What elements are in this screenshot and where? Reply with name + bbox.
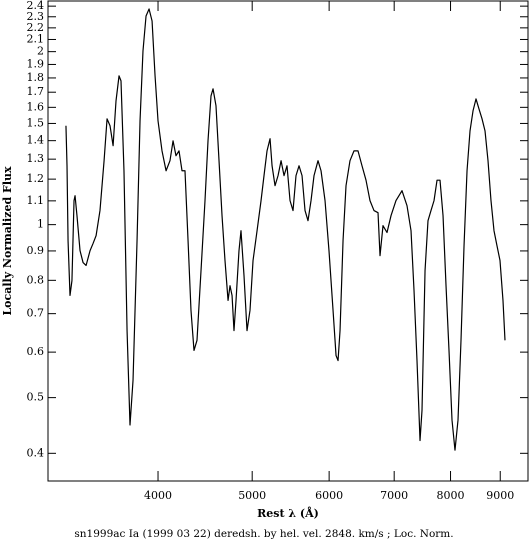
y-tick-label: 1.8: [27, 71, 45, 84]
plot-frame: [47, 0, 529, 482]
y-tick-label: 1.1: [27, 194, 45, 207]
y-tick-label: 0.7: [27, 307, 45, 320]
x-tick-label: 9000: [486, 489, 514, 502]
x-tick-label: 4000: [144, 489, 172, 502]
y-tick-label: 1: [37, 218, 44, 231]
x-axis-label: Rest λ (Å): [257, 506, 319, 520]
x-tick-label: 7000: [380, 489, 408, 502]
y-tick-label: 1.5: [27, 116, 45, 129]
y-tick-label: 1.2: [27, 172, 45, 185]
y-tick-label: 1.9: [27, 57, 45, 70]
y-tick-label: 0.4: [27, 446, 45, 459]
y-tick-label: 2.1: [27, 32, 45, 45]
y-tick-label: 2: [37, 45, 44, 58]
caption: sn1999ac Ia (1999 03 22) deredsh. by hel…: [74, 528, 453, 540]
y-tick-label: 2.4: [27, 0, 45, 12]
spectrum-line: [65, 8, 506, 451]
y-tick-label: 2.2: [27, 21, 45, 34]
x-tick-label: 6000: [315, 489, 343, 502]
y-tick-label: 1.4: [27, 134, 45, 147]
x-tick-label: 8000: [437, 489, 465, 502]
y-tick-label: 0.6: [27, 345, 45, 358]
y-tick-label: 0.8: [27, 273, 45, 286]
x-tick-label: 5000: [238, 489, 266, 502]
y-tick-label: 1.7: [27, 85, 45, 98]
y-axis-label: Locally Normalized Flux: [1, 166, 14, 316]
y-tick-label: 0.5: [27, 391, 45, 404]
y-tick-label: 2.3: [27, 10, 45, 23]
y-tick-label: 1.3: [27, 152, 45, 165]
y-tick-label: 1.6: [27, 100, 45, 113]
y-tick-label: 0.9: [27, 244, 45, 257]
